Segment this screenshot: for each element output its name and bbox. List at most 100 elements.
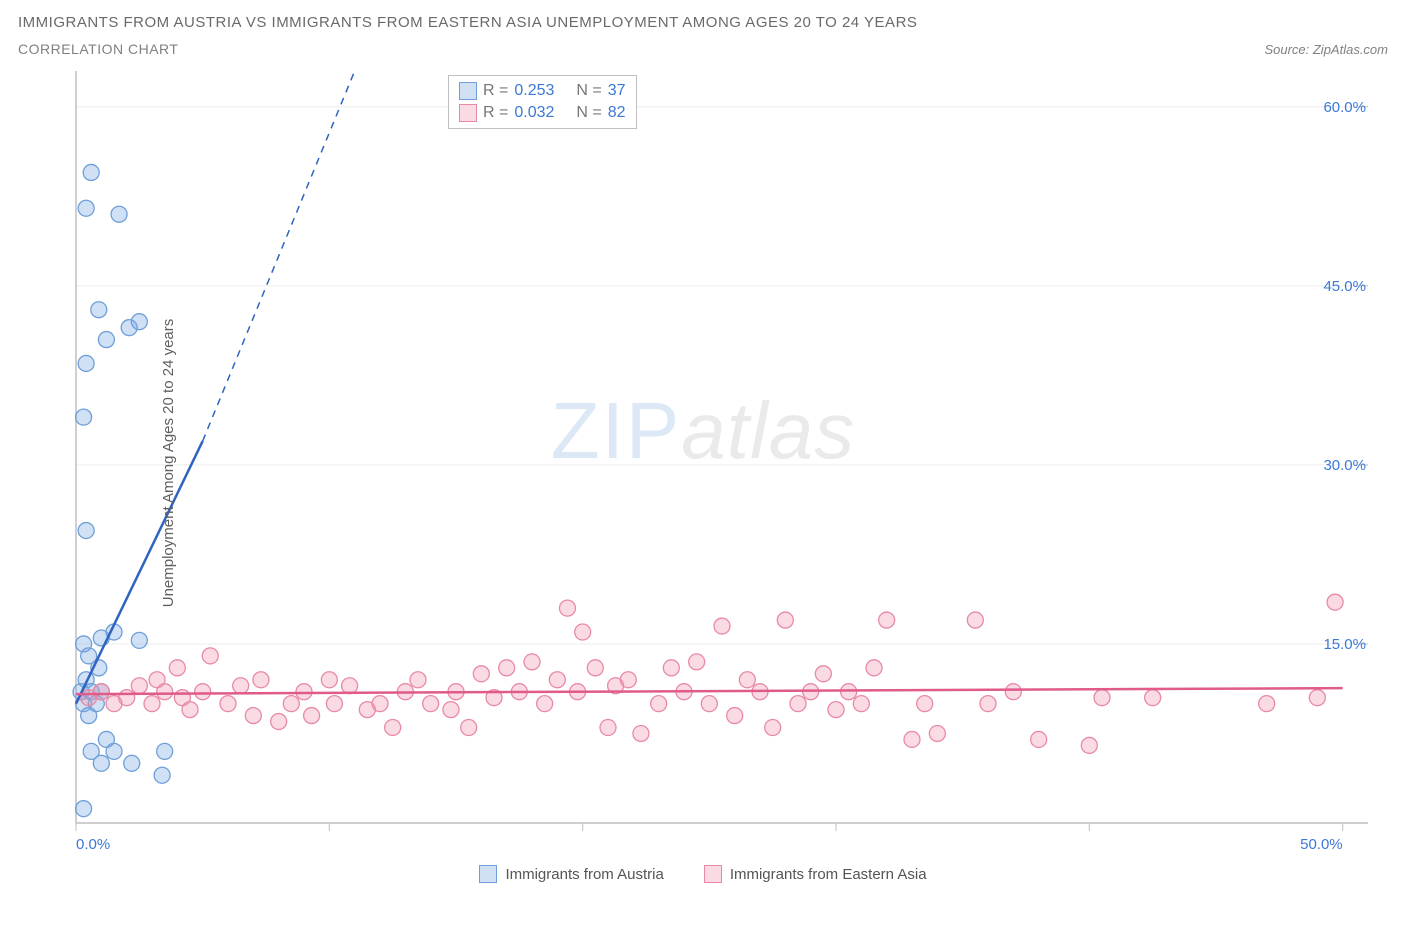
scatter-point [131, 632, 147, 648]
scatter-point [524, 654, 540, 670]
scatter-point [587, 660, 603, 676]
y-axis-label: Unemployment Among Ages 20 to 24 years [160, 319, 177, 608]
scatter-point [245, 708, 261, 724]
svg-text:0.0%: 0.0% [76, 836, 110, 853]
scatter-point [651, 696, 667, 712]
scatter-point [233, 678, 249, 694]
scatter-point [1327, 594, 1343, 610]
scatter-point [220, 696, 236, 712]
svg-text:30.0%: 30.0% [1323, 457, 1366, 474]
series-swatch [459, 104, 477, 122]
stats-row: R = 0.253N = 37 [459, 80, 626, 102]
scatter-point [620, 672, 636, 688]
legend-label: Immigrants from Austria [505, 866, 663, 883]
scatter-point [93, 684, 109, 700]
scatter-point [473, 666, 489, 682]
scatter-point [777, 612, 793, 628]
scatter-point [78, 200, 94, 216]
scatter-point [1309, 690, 1325, 706]
scatter-point [296, 684, 312, 700]
scatter-point [76, 409, 92, 425]
scatter-point [537, 696, 553, 712]
scatter-point [157, 743, 173, 759]
scatter-point [1094, 690, 1110, 706]
scatter-point [131, 678, 147, 694]
scatter-point [154, 767, 170, 783]
legend-label: Immigrants from Eastern Asia [730, 866, 927, 883]
scatter-point [385, 720, 401, 736]
scatter-point [828, 702, 844, 718]
scatter-point [131, 314, 147, 330]
scatter-point [917, 696, 933, 712]
chart-title: IMMIGRANTS FROM AUSTRIA VS IMMIGRANTS FR… [18, 14, 1388, 31]
scatter-point [701, 696, 717, 712]
scatter-point [967, 612, 983, 628]
trend-line-extrapolation [203, 71, 355, 441]
scatter-point [727, 708, 743, 724]
scatter-point [853, 696, 869, 712]
scatter-point [1031, 731, 1047, 747]
scatter-point [815, 666, 831, 682]
scatter-point [124, 755, 140, 771]
chart-container: Unemployment Among Ages 20 to 24 years 0… [18, 63, 1388, 863]
scatter-point [91, 302, 107, 318]
scatter-point [575, 624, 591, 640]
scatter-point [283, 696, 299, 712]
scatter-point [202, 648, 218, 664]
scatter-point [663, 660, 679, 676]
svg-text:60.0%: 60.0% [1323, 99, 1366, 116]
series-swatch [479, 865, 497, 883]
scatter-point [423, 696, 439, 712]
scatter-point [372, 696, 388, 712]
scatter-point [78, 355, 94, 371]
scatter-point [78, 523, 94, 539]
svg-text:45.0%: 45.0% [1323, 278, 1366, 295]
scatter-point [304, 708, 320, 724]
scatter-point [98, 332, 114, 348]
series-swatch [704, 865, 722, 883]
scatter-point [326, 696, 342, 712]
scatter-point [600, 720, 616, 736]
scatter-point [271, 714, 287, 730]
scatter-point [559, 600, 575, 616]
legend-item: Immigrants from Eastern Asia [704, 865, 927, 883]
chart-legend: Immigrants from Austria Immigrants from E… [18, 865, 1388, 883]
scatter-point [633, 725, 649, 741]
scatter-point [790, 696, 806, 712]
scatter-point [866, 660, 882, 676]
scatter-point [253, 672, 269, 688]
scatter-point [499, 660, 515, 676]
scatter-point [195, 684, 211, 700]
scatter-point [111, 206, 127, 222]
source-attribution: Source: ZipAtlas.com [1264, 42, 1388, 57]
correlation-scatter-chart: 0.0%50.0%15.0%30.0%45.0%60.0% [18, 63, 1388, 863]
scatter-point [182, 702, 198, 718]
scatter-point [1145, 690, 1161, 706]
scatter-point [549, 672, 565, 688]
chart-subtitle: CORRELATION CHART [18, 41, 178, 57]
scatter-point [93, 755, 109, 771]
scatter-point [83, 164, 99, 180]
scatter-point [410, 672, 426, 688]
series-swatch [459, 82, 477, 100]
scatter-point [765, 720, 781, 736]
scatter-point [169, 660, 185, 676]
scatter-point [1259, 696, 1275, 712]
scatter-point [144, 696, 160, 712]
scatter-point [1081, 737, 1097, 753]
scatter-point [443, 702, 459, 718]
scatter-point [1005, 684, 1021, 700]
scatter-point [689, 654, 705, 670]
scatter-point [739, 672, 755, 688]
correlation-stats-box: R = 0.253N = 37R = 0.032N = 82 [448, 75, 637, 129]
scatter-point [76, 801, 92, 817]
scatter-point [321, 672, 337, 688]
scatter-point [81, 648, 97, 664]
svg-text:50.0%: 50.0% [1300, 836, 1343, 853]
scatter-point [980, 696, 996, 712]
scatter-point [342, 678, 358, 694]
stats-row: R = 0.032N = 82 [459, 102, 626, 124]
scatter-point [461, 720, 477, 736]
scatter-point [904, 731, 920, 747]
scatter-point [157, 684, 173, 700]
